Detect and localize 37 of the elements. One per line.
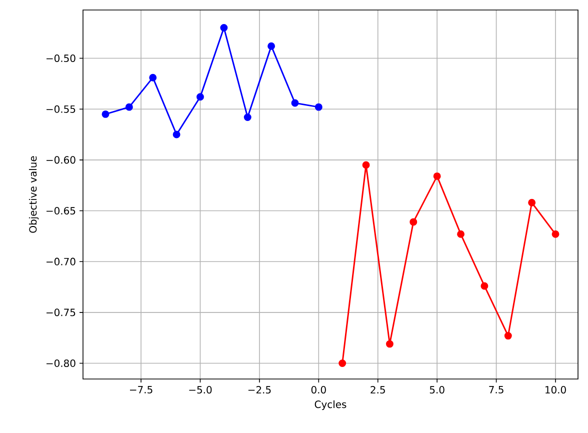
point — [338, 360, 346, 367]
x-tick-label: 2.5 — [370, 386, 385, 394]
x-tick-label: 10.0 — [546, 386, 566, 394]
x-tick-label: 7.5 — [489, 386, 504, 394]
point — [457, 230, 465, 238]
point — [220, 24, 228, 32]
point — [149, 74, 157, 82]
y-axis-title: Objective value — [28, 156, 39, 233]
x-tick-label: −5.0 — [189, 386, 212, 394]
point — [244, 114, 252, 121]
point — [504, 332, 512, 340]
point — [291, 99, 299, 107]
point — [528, 198, 536, 206]
point — [410, 218, 418, 226]
y-tick-label: −0.50 — [46, 54, 76, 62]
point — [102, 110, 110, 118]
y-tick-label: −0.75 — [46, 308, 76, 316]
x-tick-label: −2.5 — [248, 386, 271, 394]
x-tick-label: 5.0 — [430, 386, 444, 394]
y-tick-label: −0.65 — [46, 206, 76, 215]
y-tick-label: −0.70 — [46, 258, 76, 266]
y-tick-label: −0.80 — [46, 359, 76, 368]
x-axis-title: Cycles — [314, 400, 346, 410]
point — [196, 93, 204, 101]
point — [268, 42, 276, 50]
point — [386, 340, 394, 348]
point — [433, 172, 441, 180]
point — [125, 103, 133, 111]
y-tick-label: −0.55 — [46, 105, 76, 113]
point — [362, 161, 370, 169]
x-tick-label: −7.5 — [130, 386, 152, 394]
point — [314, 103, 322, 111]
point — [480, 282, 488, 290]
x-tick-label: 0.0 — [311, 386, 326, 394]
point — [552, 230, 560, 238]
y-tick-label: −0.60 — [46, 156, 76, 164]
point — [172, 130, 180, 138]
